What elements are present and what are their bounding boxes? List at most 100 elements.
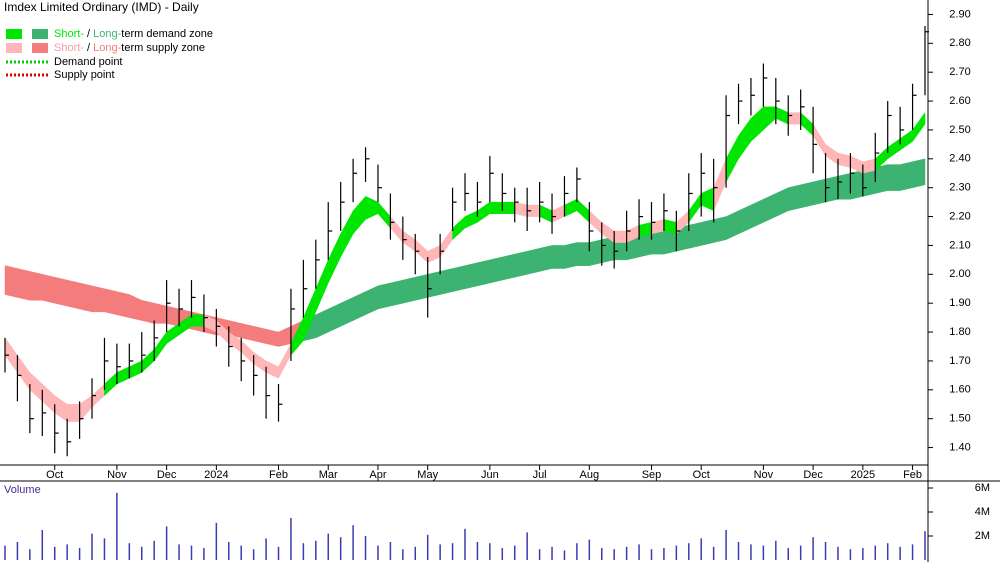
x-tick-label: Nov xyxy=(107,469,127,481)
long-term-zone xyxy=(116,291,130,318)
long-term-zone xyxy=(576,242,590,266)
price-bar xyxy=(427,256,432,318)
long-term-zone xyxy=(415,273,428,301)
x-tick-label: Sep xyxy=(642,469,662,481)
price-bar xyxy=(713,158,718,223)
long-term-zone xyxy=(912,158,926,189)
price-bar xyxy=(215,308,221,347)
price-bar xyxy=(439,233,445,275)
long-term-zone xyxy=(700,219,714,246)
price-bar xyxy=(812,106,818,174)
long-term-zone xyxy=(787,184,801,212)
price-bar xyxy=(737,83,743,125)
x-tick-label: Jul xyxy=(533,469,547,481)
volume-tick-label: 6M xyxy=(975,482,990,494)
legend-long: Long- xyxy=(93,28,121,40)
legend-short: Short- xyxy=(54,28,84,40)
price-bar xyxy=(887,101,892,154)
x-tick-label: 2024 xyxy=(204,469,228,481)
y-tick-label: 2.40 xyxy=(949,153,970,165)
long-term-zone xyxy=(526,248,540,275)
x-tick-label: Oct xyxy=(46,469,63,481)
price-bar xyxy=(389,193,395,240)
x-tick-label: Mar xyxy=(319,469,338,481)
legend-rest: term demand zone xyxy=(121,28,213,40)
long-term-zone xyxy=(427,271,441,298)
x-tick-label: Nov xyxy=(754,469,774,481)
y-tick-label: 1.60 xyxy=(949,384,970,396)
y-tick-label: 1.90 xyxy=(949,297,970,309)
long-term-zone xyxy=(589,239,603,266)
short-term-zone xyxy=(66,404,80,422)
price-bar xyxy=(526,187,532,231)
long-term-zone xyxy=(402,276,416,304)
chart-title: Imdex Limited Ordinary (IMD) - Daily xyxy=(4,0,199,14)
y-tick-label: 1.80 xyxy=(949,326,970,338)
long-term-zone xyxy=(551,245,565,269)
price-bar xyxy=(675,210,681,252)
y-tick-label: 2.60 xyxy=(949,95,970,107)
short-term-zone xyxy=(787,112,801,125)
price-bar xyxy=(240,337,246,382)
price-bar xyxy=(228,326,233,367)
legend-swatch xyxy=(6,43,22,53)
long-term-zone xyxy=(240,323,254,342)
price-bar xyxy=(601,222,606,266)
long-term-zone xyxy=(253,325,267,344)
long-term-zone xyxy=(837,172,851,200)
x-tick-label: Dec xyxy=(157,469,177,481)
legend-swatch xyxy=(6,29,22,39)
price-bar xyxy=(924,25,929,96)
price-bar xyxy=(203,294,208,333)
long-term-zone xyxy=(899,161,913,191)
long-term-zone xyxy=(514,250,528,278)
price-bar xyxy=(514,187,519,223)
price-bar xyxy=(899,106,905,145)
x-tick-label: Feb xyxy=(903,469,922,481)
price-bar xyxy=(626,210,631,252)
price-bar xyxy=(464,173,469,211)
price-bar xyxy=(538,181,544,223)
price-bar xyxy=(128,343,134,379)
long-term-zone xyxy=(850,170,864,200)
long-term-zone xyxy=(17,268,31,301)
price-bar xyxy=(800,89,805,130)
long-term-zone xyxy=(688,222,702,249)
x-tick-label: Dec xyxy=(803,469,823,481)
price-bar xyxy=(688,173,693,231)
price-bar xyxy=(364,147,370,182)
long-term-zone xyxy=(887,164,901,191)
y-tick-label: 2.10 xyxy=(949,239,970,251)
price-bar xyxy=(775,77,780,125)
legend-text: Supply point xyxy=(54,69,115,81)
long-term-zone xyxy=(713,216,727,243)
long-term-zone xyxy=(153,302,167,324)
y-tick-label: 1.70 xyxy=(949,355,970,367)
short-term-zone xyxy=(502,201,515,214)
price-bar xyxy=(190,280,196,318)
long-term-zone xyxy=(66,279,80,310)
y-tick-label: 1.40 xyxy=(949,441,970,453)
short-term-zone xyxy=(613,230,627,243)
price-bar xyxy=(849,153,855,194)
short-term-zone xyxy=(489,201,503,214)
x-tick-label: Jun xyxy=(481,469,499,481)
y-tick-label: 2.20 xyxy=(949,210,970,222)
price-bar xyxy=(16,355,22,402)
x-tick-label: Oct xyxy=(693,469,710,481)
price-bar xyxy=(178,288,184,327)
x-tick-label: Aug xyxy=(580,469,600,481)
legend-text: Short- / Long-term supply zone xyxy=(54,42,205,54)
volume-tick-label: 2M xyxy=(975,530,990,542)
price-bar xyxy=(78,401,84,439)
y-tick-label: 2.70 xyxy=(949,66,970,78)
long-term-zone xyxy=(390,279,404,307)
x-tick-label: Feb xyxy=(269,469,288,481)
price-bar xyxy=(451,187,457,231)
long-term-zone xyxy=(42,273,55,304)
long-term-zone xyxy=(539,245,553,272)
x-tick-label: 2025 xyxy=(851,469,875,481)
long-term-zone xyxy=(4,265,18,298)
y-tick-label: 2.30 xyxy=(949,182,970,194)
